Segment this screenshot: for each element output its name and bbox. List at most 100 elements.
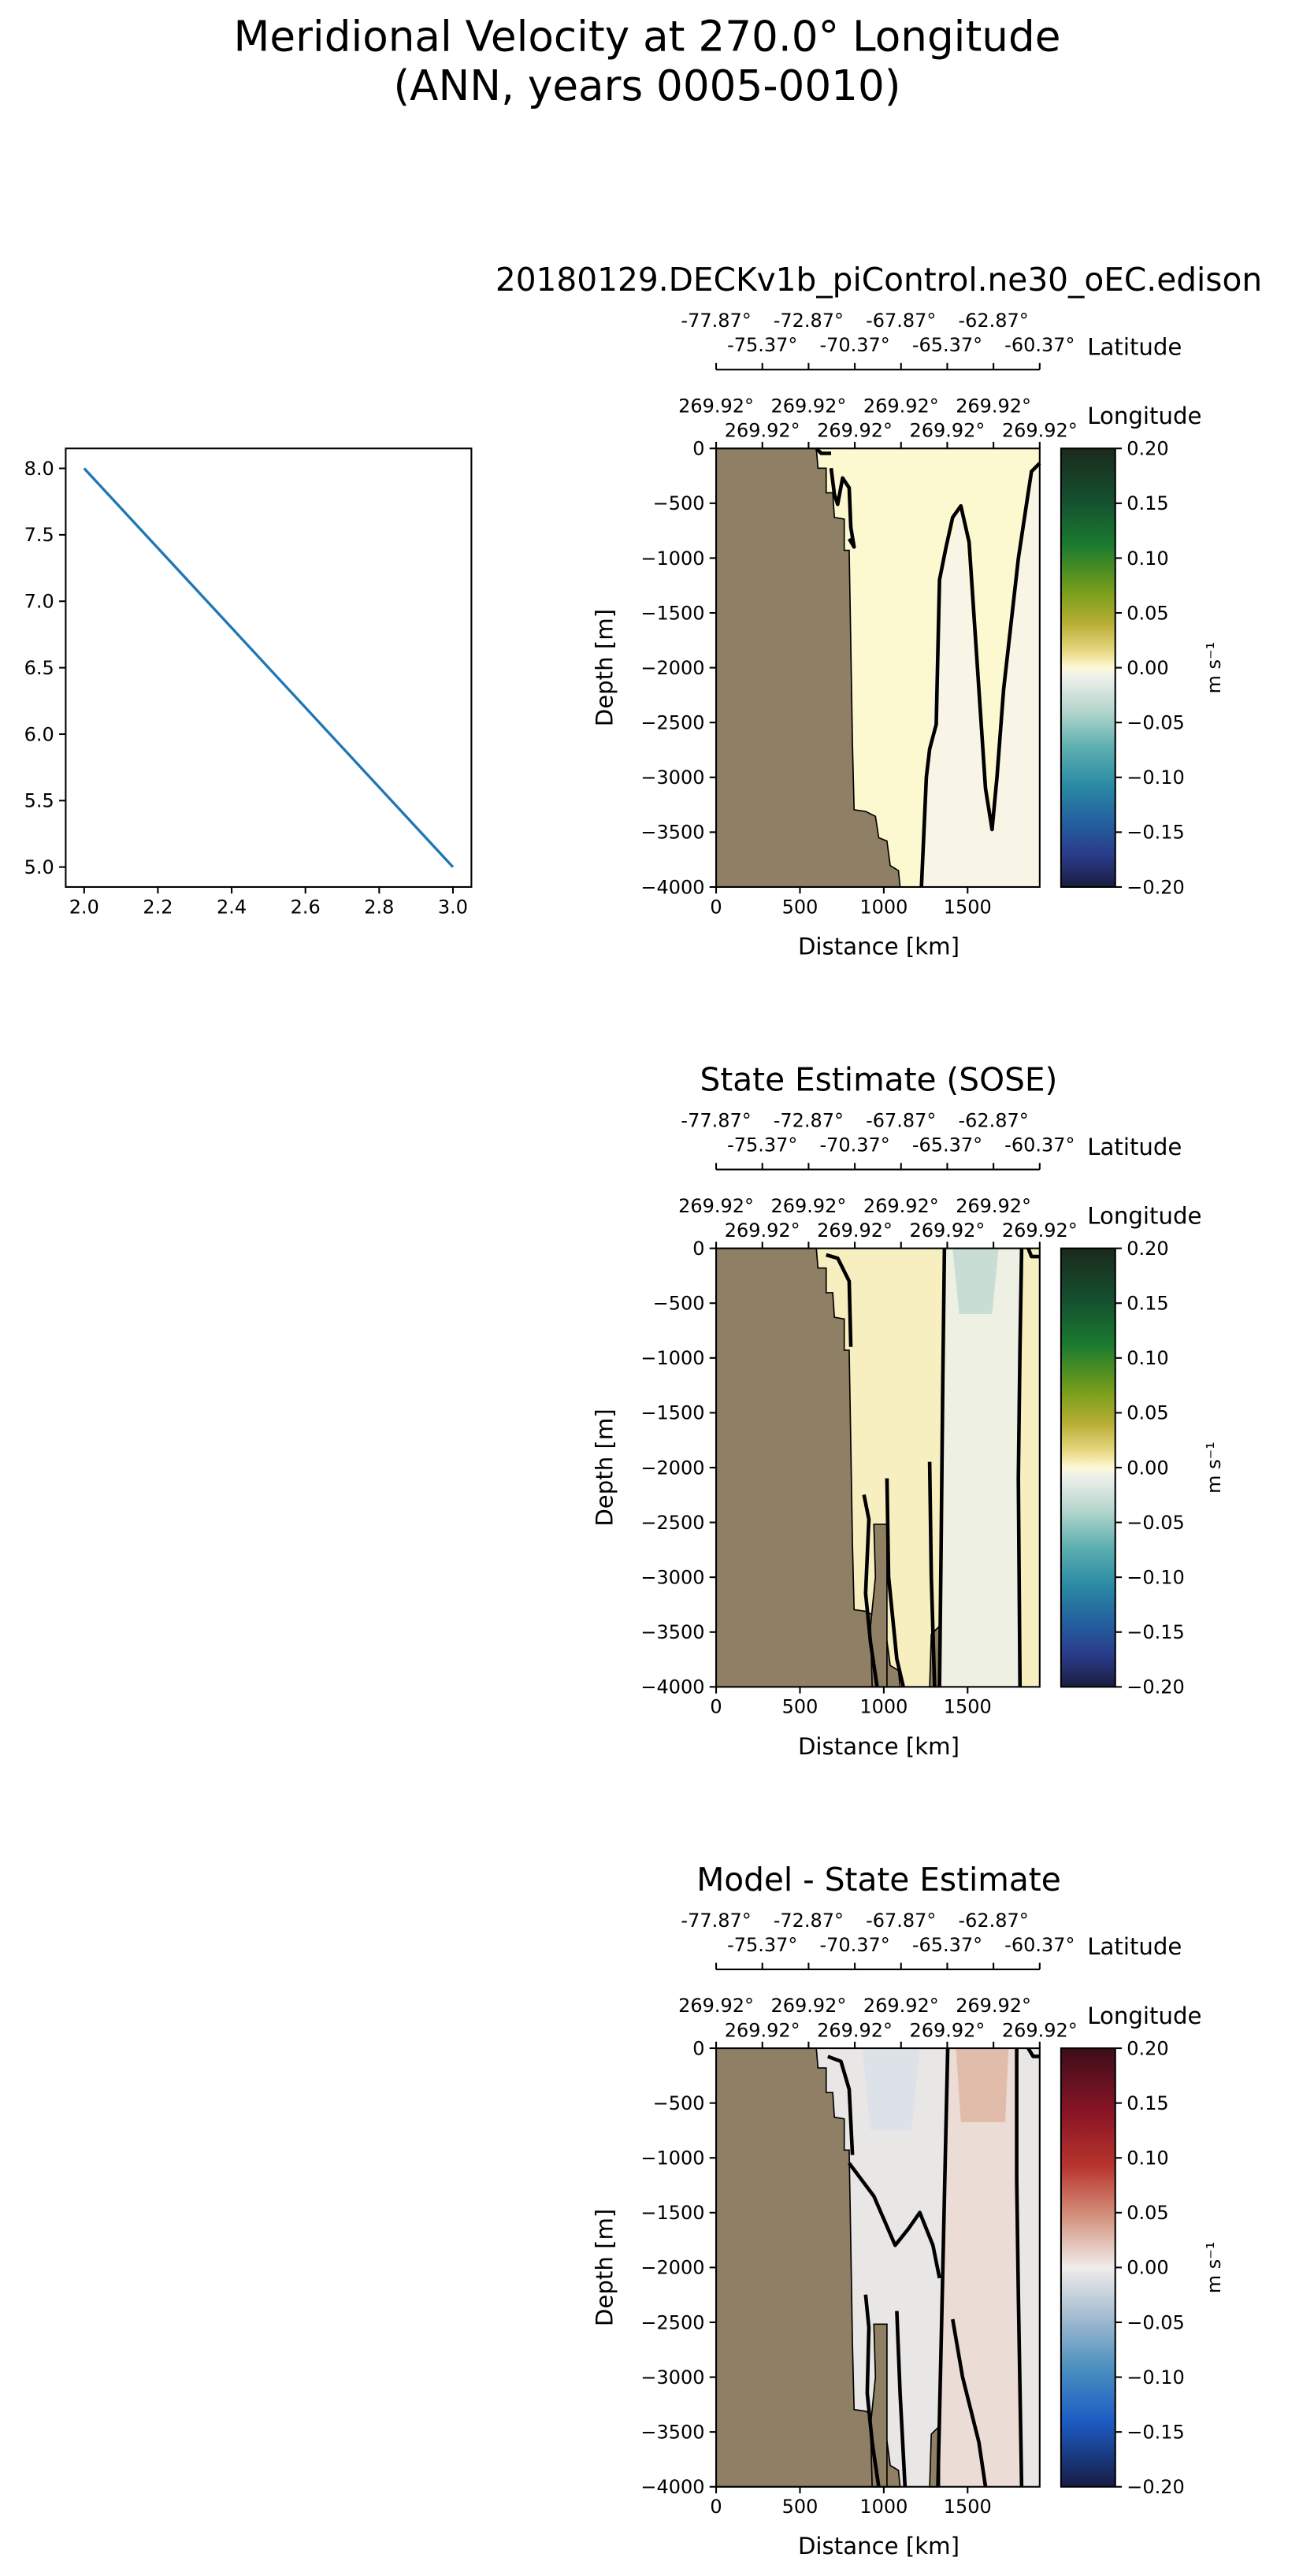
colorbar: 0.20 0.15 0.10 0.05 0.00 −0.05 −0.10 −0.15 −0.20…	[1060, 1238, 1225, 1698]
colorbar-tick-label: −0.05	[1127, 2311, 1184, 2333]
zero-contour-line	[951, 2318, 988, 2488]
longitude-tick-label: 269.92°	[956, 395, 1031, 417]
velocity-field-region	[939, 1248, 1022, 1687]
colorbar-tick-label: 0.15	[1127, 1293, 1168, 1315]
colorbar-tick-label: 0.20	[1127, 2037, 1168, 2059]
y-tick-label: −2000	[640, 1457, 704, 1479]
latitude-axis-label: Latitude	[1087, 1933, 1182, 1960]
colorbar-tick-label: −0.10	[1127, 2366, 1184, 2389]
section-panel-1: 20180129.DECKv1b_piControl.ne30_oEC.edis…	[496, 261, 1262, 960]
x-axis-label: Distance [km]	[798, 2533, 960, 2559]
latitude-tick-label: -67.87°	[866, 1109, 936, 1131]
longitude-tick-label: 269.92°	[817, 1219, 893, 1242]
y-tick-label: 8.0	[24, 458, 54, 480]
y-axis-label: Depth [m]	[592, 609, 618, 726]
y-tick-label: −4000	[640, 2476, 704, 2498]
longitude-tick-label: 269.92°	[725, 420, 800, 442]
y-tick-label: −3500	[640, 1621, 704, 1643]
longitude-tick-label: 269.92°	[910, 420, 986, 442]
x-tick-label: 2.0	[69, 896, 99, 918]
colorbar-tick-label: −0.15	[1127, 1621, 1184, 1643]
colorbar-tick-label: −0.20	[1127, 2476, 1184, 2498]
x-tick-label: 2.8	[364, 896, 394, 918]
y-tick-label: 7.0	[24, 591, 54, 613]
longitude-tick-label: 269.92°	[770, 1195, 846, 1217]
longitude-tick-label: 269.92°	[770, 395, 846, 417]
latitude-tick-label: -62.87°	[958, 310, 1028, 332]
x-tick-label: 500	[782, 896, 818, 918]
colorbar-tick-label: 0.00	[1127, 2257, 1168, 2279]
land-mask	[715, 447, 901, 888]
y-tick-label: 6.5	[24, 657, 54, 679]
latitude-tick-label: -60.37°	[1004, 334, 1075, 356]
y-axis-label: Depth [m]	[592, 2209, 618, 2326]
colorbar-label: m s⁻¹	[1203, 1442, 1225, 1494]
y-tick-label: −2500	[640, 712, 704, 734]
zero-contour-line	[827, 2054, 855, 2155]
colorbar-tick-label: 0.00	[1127, 657, 1168, 679]
colorbar-tick-label: −0.15	[1127, 822, 1184, 844]
zero-contour-line	[936, 2047, 950, 2487]
colorbar-gradient	[1060, 447, 1116, 888]
latitude-tick-label: -75.37°	[727, 1134, 797, 1156]
land-mask	[715, 1247, 901, 1688]
y-tick-label: −500	[653, 492, 705, 514]
y-tick-label: −1000	[640, 547, 704, 570]
y-tick-label: −4000	[640, 876, 704, 898]
colorbar-tick-label: −0.15	[1127, 2421, 1184, 2443]
y-tick-label: 0	[692, 2037, 704, 2059]
zero-contour-line	[919, 462, 1041, 888]
latitude-tick-label: -77.87°	[681, 1109, 751, 1131]
y-tick-label: −1000	[640, 1347, 704, 1369]
longitude-tick-label: 269.92°	[863, 1995, 939, 2017]
y-tick-label: −1500	[640, 2202, 704, 2224]
colorbar-tick-label: 0.05	[1127, 1402, 1168, 1424]
colorbar-gradient	[1060, 1247, 1116, 1688]
longitude-tick-label: 269.92°	[863, 395, 939, 417]
latitude-tick-label: -77.87°	[681, 310, 751, 332]
latitude-tick-label: -70.37°	[819, 334, 889, 356]
y-axis-label: Depth [m]	[592, 1409, 618, 1526]
y-tick-label: −3000	[640, 2366, 704, 2389]
longitude-tick-label: 269.92°	[1002, 2019, 1078, 2041]
zero-contour-line	[927, 1461, 937, 1687]
y-tick-label: −4000	[640, 1676, 704, 1698]
colorbar-tick-label: 0.15	[1127, 2092, 1168, 2114]
latitude-tick-label: -75.37°	[727, 1934, 797, 1956]
velocity-field-region	[956, 2048, 1009, 2122]
x-tick-label: 1500	[944, 2496, 992, 2518]
x-tick-label: 1000	[859, 2496, 908, 2518]
latitude-tick-label: -75.37°	[727, 334, 797, 356]
y-tick-label: −2500	[640, 2311, 704, 2333]
velocity-field-region	[937, 2048, 1022, 2487]
section-panel-2: State Estimate (SOSE) Latitude -77.87° -75.…	[592, 1060, 1225, 1759]
zero-contour-line	[937, 1248, 947, 1687]
latitude-tick-label: -60.37°	[1004, 1134, 1075, 1156]
zero-contour-line	[829, 467, 856, 549]
x-tick-label: 1000	[859, 1696, 908, 1718]
section-panel-3: Model - State Estimate Latitude -77.87°-75…	[592, 1861, 1225, 2559]
longitude-axis-label: Longitude	[1087, 403, 1201, 429]
y-tick-label: −2000	[640, 657, 704, 679]
y-tick-label: 5.0	[24, 856, 54, 878]
latitude-tick-label: -65.37°	[912, 1934, 982, 1956]
x-tick-label: 1500	[944, 1696, 992, 1718]
longitude-tick-label: 269.92°	[817, 2019, 893, 2041]
line-plot: 2.0 2.2 2.4 2.6 2.8 3.0 5.0 5.5 6.0 6.5 7.0 7.5 8.0	[24, 447, 473, 918]
longitude-tick-label: 269.92°	[725, 1219, 800, 1242]
latitude-tick-label: -72.87°	[774, 1109, 844, 1131]
latitude-tick-label: -65.37°	[912, 334, 982, 356]
colorbar-tick-label: −0.05	[1127, 712, 1184, 734]
zero-contour-line	[895, 2311, 908, 2487]
land-mask	[715, 2047, 901, 2488]
x-axis-label: Distance [km]	[798, 933, 960, 960]
data-line	[83, 467, 455, 868]
longitude-axis-label: Longitude	[1087, 2003, 1201, 2029]
colorbar-tick-label: −0.20	[1127, 1676, 1184, 1698]
velocity-field-region	[862, 2048, 920, 2131]
longitude-tick-label: 269.92°	[956, 1995, 1031, 2017]
colorbar-tick-label: 0.20	[1127, 1238, 1168, 1260]
colorbar-tick-label: −0.10	[1127, 766, 1184, 789]
latitude-tick-label: -72.87°	[774, 310, 844, 332]
